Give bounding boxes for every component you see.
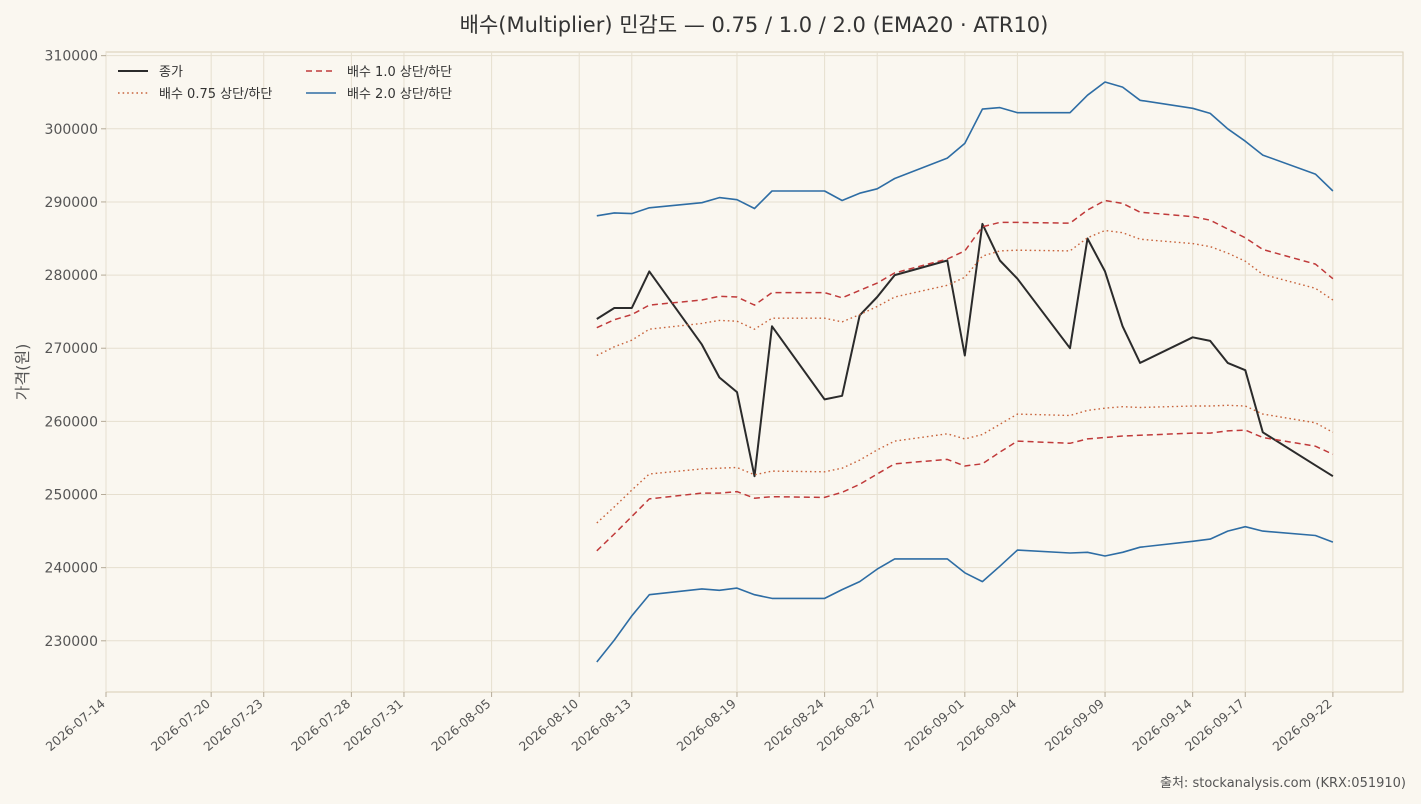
- y-tick-label: 310000: [45, 49, 98, 65]
- plot-area: [105, 51, 1404, 693]
- legend-label: 배수 1.0 상단/하단: [347, 65, 452, 80]
- y-axis-label: 가격(원): [13, 344, 32, 401]
- series-line-1-upper: [596, 229, 1334, 357]
- y-tick-label: 250000: [45, 488, 98, 504]
- plot-frame: [105, 51, 1404, 693]
- y-tick-label: 290000: [45, 195, 98, 211]
- y-tick-label: 240000: [45, 561, 98, 577]
- chart-title: 배수(Multiplier) 민감도 — 0.75 / 1.0 / 2.0 (E…: [460, 13, 1049, 37]
- legend-label: 종가: [159, 65, 183, 80]
- y-tick-label: 270000: [45, 341, 98, 357]
- y-axis: 230000 240000 250000 260000 270000 280000 2900…: [45, 49, 106, 650]
- y-tick-label: 260000: [45, 414, 98, 430]
- source-note: 출처: stockanalysis.com (KRX:051910): [1160, 776, 1406, 791]
- series-line-2-lower: [596, 404, 1334, 524]
- y-tick-label: 230000: [45, 634, 98, 650]
- series-line-5-upper: [596, 81, 1334, 217]
- y-tick-label: 280000: [45, 268, 98, 284]
- series-layer: [596, 81, 1334, 663]
- series-line-0: [596, 222, 1334, 478]
- legend-label: 배수 2.0 상단/하단: [347, 87, 452, 102]
- y-tick-label: 300000: [45, 122, 98, 138]
- grid: [105, 52, 1403, 692]
- legend-label: 배수 0.75 상단/하단: [159, 87, 272, 102]
- series-line-4-lower: [596, 429, 1334, 552]
- series-line-6-lower: [596, 525, 1334, 663]
